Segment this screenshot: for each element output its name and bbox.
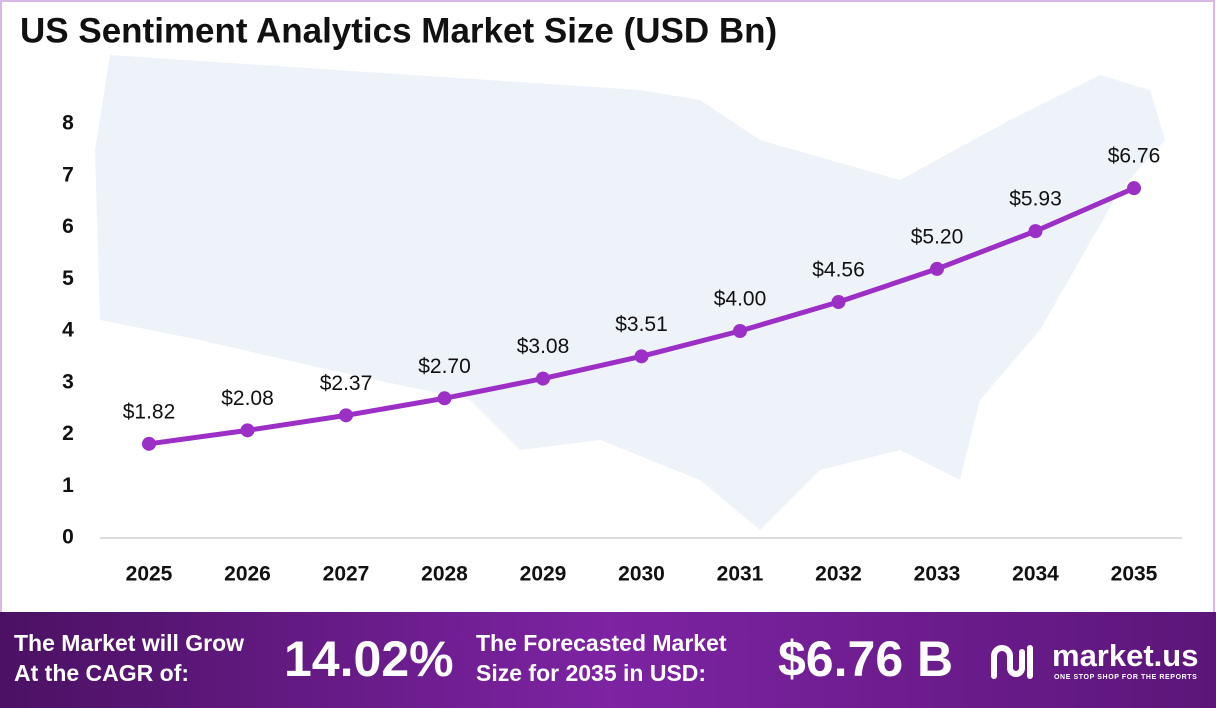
y-tick-label: 2 — [62, 422, 74, 445]
value-label: $5.20 — [911, 225, 964, 248]
value-label: $4.00 — [714, 288, 767, 311]
x-tick-label: 2025 — [126, 563, 173, 586]
marker — [240, 423, 255, 438]
y-tick-label: 0 — [62, 526, 74, 549]
value-label: $2.37 — [320, 372, 373, 395]
forecast-label-line: The Forecasted Market — [476, 630, 727, 656]
x-tick-label: 2033 — [914, 563, 961, 586]
value-label: $3.51 — [615, 313, 668, 336]
marker — [634, 349, 649, 364]
forecast-label-line: Size for 2035 in USD: — [476, 660, 707, 686]
cagr-label-line: The Market will Grow — [14, 630, 245, 656]
forecast-value: $6.76 B — [778, 631, 954, 687]
value-label: $3.08 — [517, 335, 570, 358]
value-label: $6.76 — [1108, 145, 1161, 168]
chart-title: US Sentiment Analytics Market Size (USD … — [20, 11, 777, 50]
chart: US Sentiment Analytics Market Size (USD … — [0, 0, 1215, 642]
brand-logo — [991, 645, 1033, 679]
value-label: $2.70 — [418, 355, 471, 378]
y-tick-label: 1 — [62, 474, 74, 497]
marker — [930, 261, 944, 276]
value-label: $5.93 — [1009, 188, 1062, 211]
y-tick-label: 3 — [62, 370, 74, 393]
marker — [437, 391, 452, 406]
brand-name: market.us — [1052, 638, 1199, 673]
marker — [733, 324, 747, 338]
value-label: $1.82 — [123, 400, 176, 423]
marker — [831, 295, 846, 310]
x-tick-label: 2027 — [323, 563, 370, 586]
marker — [536, 371, 550, 386]
cagr-value: 14.02% — [284, 631, 454, 687]
marker — [1028, 224, 1043, 239]
y-tick-label: 6 — [62, 215, 74, 238]
brand-tagline: ONE STOP SHOP FOR THE REPORTS — [1054, 674, 1198, 681]
x-tick-label: 2030 — [618, 563, 665, 586]
marker — [1127, 181, 1141, 196]
value-label: $4.56 — [812, 259, 865, 282]
x-tick-label: 2031 — [717, 563, 764, 586]
x-tick-label: 2029 — [520, 563, 567, 586]
cagr-label: The Market will Grow At the CAGR of: — [14, 628, 244, 688]
x-tick-label: 2035 — [1111, 563, 1158, 586]
marker — [142, 436, 156, 451]
forecast-label: The Forecasted Market Size for 2035 in US… — [476, 628, 727, 688]
map-silhouette — [95, 55, 1165, 530]
y-tick-label: 8 — [62, 112, 74, 135]
y-tick-label: 7 — [62, 163, 74, 186]
cagr-label-line: At the CAGR of: — [14, 660, 190, 686]
x-tick-label: 2026 — [224, 563, 271, 586]
value-label: $2.08 — [221, 387, 274, 410]
x-tick-label: 2032 — [815, 563, 862, 586]
x-tick-label: 2034 — [1012, 563, 1059, 586]
y-tick-label: 5 — [62, 267, 74, 290]
marker — [339, 408, 353, 423]
y-tick-label: 4 — [62, 319, 74, 342]
x-tick-label: 2028 — [421, 563, 468, 586]
footer-banner: The Market will Grow At the CAGR of: 14.0… — [0, 612, 1216, 708]
